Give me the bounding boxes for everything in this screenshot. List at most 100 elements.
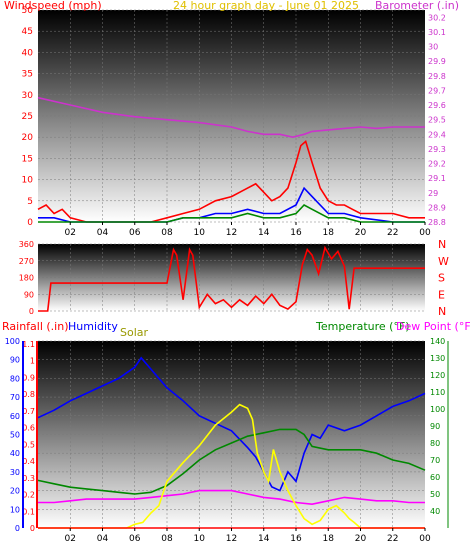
- rainfall-tick-label: 0.3: [22, 474, 35, 483]
- temperature-tick-label: 50: [430, 490, 440, 499]
- temperature-tick-label: 70: [430, 456, 440, 465]
- rain-x-tick-label: 06: [129, 534, 141, 544]
- temperature-tick-label: 140: [430, 337, 445, 346]
- temperature-tick-label: 130: [430, 354, 445, 363]
- wind-x-tick-label: 16: [290, 228, 302, 238]
- barometer-tick-label: 30.1: [428, 28, 446, 37]
- direction-tick-label: 270: [19, 257, 34, 266]
- temp-right-axis: 40 50 60 70 80 90 100 110 120 130 140: [430, 337, 449, 528]
- barometer-axis-label: Barometer (.in): [375, 0, 459, 12]
- temperature-tick-label: 110: [430, 388, 445, 397]
- solar-line: [38, 403, 425, 529]
- humidity-line: [37, 356, 426, 492]
- windspeed-tick-label: 50: [22, 6, 34, 16]
- humidity-tick-label: 100: [5, 337, 20, 346]
- rain-x-tick-label: 20: [355, 534, 367, 544]
- wind-x-tick-label: 02: [65, 228, 76, 238]
- barometer-tick-label: 30: [428, 43, 438, 52]
- chart-title: 24 hour graph day - June 01 2025: [173, 0, 359, 12]
- direction-tick-label: 360: [19, 240, 34, 249]
- direction-grid: [38, 243, 425, 312]
- humidity-tick-label: 40: [10, 449, 20, 458]
- barometer-tick-label: 29.4: [428, 130, 446, 139]
- windspeed-tick-label: 0: [27, 218, 33, 228]
- wind-left-axis: 0 5 10 15 20 25 30 35 40 45 50: [22, 6, 34, 228]
- compass-letter: W: [438, 255, 449, 268]
- rain-x-tick-label: 04: [97, 534, 109, 544]
- temperature-tick-label: 90: [430, 422, 440, 431]
- rain-x-tick-label: 22: [387, 534, 398, 544]
- temperature-tick-label: 60: [430, 473, 440, 482]
- humidity-tick-label: 10: [10, 505, 20, 514]
- direction-tick-label: 0: [29, 307, 34, 316]
- rainfall-tick-label: 0.2: [22, 491, 35, 500]
- wind-x-tick-label: 14: [258, 228, 270, 238]
- humidity-axis-label: Humidity: [68, 320, 118, 333]
- wind-x-tick-label: 04: [97, 228, 109, 238]
- windspeed-tick-label: 10: [22, 176, 34, 186]
- barometer-tick-label: 29.1: [428, 174, 446, 183]
- humidity-tick-label: 30: [10, 468, 20, 477]
- rain-left-axis: 010203040506070809010000.10.20.30.40.50.…: [5, 337, 38, 533]
- wind-x-tick-label: 20: [355, 228, 367, 238]
- barometer-tick-label: 29.3: [428, 145, 446, 154]
- temperature-line: [37, 428, 426, 495]
- rainfall-tick-label: 0.5: [22, 440, 35, 449]
- barometer-tick-label: 29: [428, 189, 438, 198]
- rain-x-tick-label: 18: [323, 534, 335, 544]
- humidity-tick-label: 50: [10, 431, 20, 440]
- barometer-tick-label: 30.2: [428, 13, 446, 22]
- temperature-tick-label: 80: [430, 439, 440, 448]
- dew_point-line: [38, 489, 425, 506]
- wind-x-tick-label: 10: [194, 228, 206, 238]
- humidity-tick-label: 20: [10, 487, 20, 496]
- rainfall-tick-label: 0.1: [22, 507, 35, 516]
- temperature-tick-label: 100: [430, 405, 445, 414]
- wind_min-line: [38, 204, 425, 223]
- direction-left-axis: 0 90 180 270 360: [19, 240, 34, 316]
- humidity-tick-label: 0: [15, 524, 20, 533]
- rainfall-tick-label: 1: [30, 357, 35, 366]
- rainfall-tick-label: 0: [30, 524, 35, 533]
- compass-letter: N: [438, 305, 446, 318]
- direction-tick-label: 180: [19, 274, 34, 283]
- direction-series: [38, 245, 425, 312]
- wind-x-tick-label: 12: [226, 228, 237, 238]
- rainfall-tick-label: 0.8: [22, 390, 35, 399]
- barometer-tick-label: 29.8: [428, 72, 446, 81]
- wind-x-axis: 02 04 06 08 10 12 14 16 18 20 22 00: [65, 222, 431, 238]
- wind-grid: [38, 9, 425, 223]
- rain-x-tick-label: 10: [194, 534, 206, 544]
- compass-letter: E: [438, 288, 445, 301]
- direction-line: [38, 245, 425, 312]
- windspeed-axis-label: Windspeed (mph): [4, 0, 102, 12]
- rainfall-tick-label: 1.1: [22, 340, 35, 349]
- wind-x-tick-label: 08: [161, 228, 173, 238]
- rain-x-tick-label: 16: [290, 534, 302, 544]
- windspeed-tick-label: 35: [22, 70, 33, 80]
- barometer-tick-label: 29.5: [428, 116, 446, 125]
- direction-tick-label: 90: [24, 290, 34, 299]
- temperature-tick-label: 120: [430, 371, 445, 380]
- rainfall-tick-label: 0.6: [22, 424, 35, 433]
- windspeed-tick-label: 5: [27, 197, 33, 207]
- windspeed-tick-label: 30: [22, 91, 34, 101]
- windspeed-tick-label: 15: [22, 154, 33, 164]
- wind-x-tick-label: 06: [129, 228, 141, 238]
- barometer-line: [37, 96, 425, 139]
- humidity-tick-label: 70: [10, 393, 20, 402]
- windspeed-tick-label: 25: [22, 112, 33, 122]
- barometer-tick-label: 29.9: [428, 57, 446, 66]
- wind-x-tick-label: 18: [323, 228, 335, 238]
- windspeed-tick-label: 45: [22, 27, 33, 37]
- barometer-tick-label: 29.6: [428, 101, 446, 110]
- rainfall-tick-label: 0.9: [22, 373, 35, 382]
- humidity-tick-label: 80: [10, 374, 20, 383]
- dew-point-axis-label: Dew Point (°F): [396, 320, 470, 333]
- windspeed-tick-label: 40: [22, 48, 34, 58]
- humidity-tick-label: 90: [10, 356, 20, 365]
- rainfall-tick-label: 0.7: [22, 407, 35, 416]
- compass-letter: N: [438, 238, 446, 251]
